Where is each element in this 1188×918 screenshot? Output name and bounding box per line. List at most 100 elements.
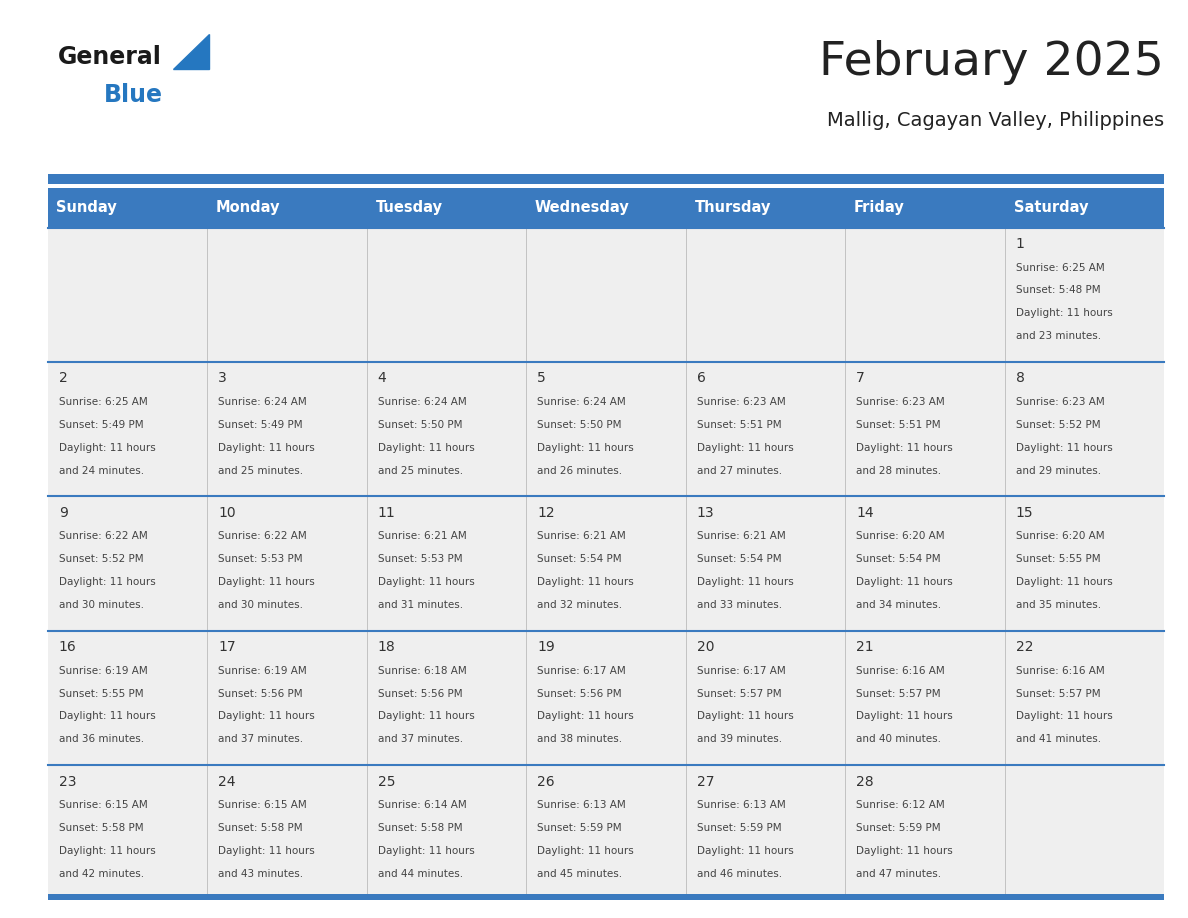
Text: Daylight: 11 hours: Daylight: 11 hours (697, 442, 794, 453)
Text: 3: 3 (219, 372, 227, 386)
Text: and 32 minutes.: and 32 minutes. (537, 600, 623, 610)
Text: 28: 28 (857, 775, 874, 789)
Text: Sunset: 5:54 PM: Sunset: 5:54 PM (857, 554, 941, 565)
Text: Daylight: 11 hours: Daylight: 11 hours (219, 711, 315, 722)
Text: Sunrise: 6:25 AM: Sunrise: 6:25 AM (1016, 263, 1105, 273)
Text: Sunrise: 6:15 AM: Sunrise: 6:15 AM (58, 800, 147, 811)
Text: 6: 6 (697, 372, 706, 386)
Text: and 30 minutes.: and 30 minutes. (58, 600, 144, 610)
Text: 12: 12 (537, 506, 555, 520)
Text: 5: 5 (537, 372, 546, 386)
Text: Daylight: 11 hours: Daylight: 11 hours (58, 442, 156, 453)
Text: 17: 17 (219, 640, 236, 655)
Text: Sunrise: 6:18 AM: Sunrise: 6:18 AM (378, 666, 467, 676)
Text: Sunrise: 6:24 AM: Sunrise: 6:24 AM (219, 397, 307, 407)
Text: Daylight: 11 hours: Daylight: 11 hours (1016, 442, 1113, 453)
Text: Sunrise: 6:14 AM: Sunrise: 6:14 AM (378, 800, 467, 811)
Text: Sunrise: 6:25 AM: Sunrise: 6:25 AM (58, 397, 147, 407)
Text: Sunset: 5:54 PM: Sunset: 5:54 PM (537, 554, 621, 565)
Text: Sunset: 5:59 PM: Sunset: 5:59 PM (697, 823, 782, 833)
Polygon shape (172, 34, 209, 69)
Text: Sunrise: 6:13 AM: Sunrise: 6:13 AM (537, 800, 626, 811)
Text: Sunset: 5:52 PM: Sunset: 5:52 PM (58, 554, 144, 565)
Text: Sunset: 5:50 PM: Sunset: 5:50 PM (537, 420, 621, 430)
Text: and 28 minutes.: and 28 minutes. (857, 465, 941, 476)
Text: 8: 8 (1016, 372, 1025, 386)
Text: and 43 minutes.: and 43 minutes. (219, 868, 303, 879)
Text: Sunset: 5:53 PM: Sunset: 5:53 PM (219, 554, 303, 565)
Text: Daylight: 11 hours: Daylight: 11 hours (219, 577, 315, 588)
Text: and 47 minutes.: and 47 minutes. (857, 868, 941, 879)
Text: 23: 23 (58, 775, 76, 789)
Text: and 25 minutes.: and 25 minutes. (378, 465, 463, 476)
Text: Daylight: 11 hours: Daylight: 11 hours (857, 845, 953, 856)
Text: Sunrise: 6:24 AM: Sunrise: 6:24 AM (537, 397, 626, 407)
Text: Daylight: 11 hours: Daylight: 11 hours (537, 442, 634, 453)
Text: Daylight: 11 hours: Daylight: 11 hours (378, 845, 474, 856)
Text: Sunset: 5:57 PM: Sunset: 5:57 PM (857, 688, 941, 699)
Text: 25: 25 (378, 775, 396, 789)
Text: Daylight: 11 hours: Daylight: 11 hours (58, 711, 156, 722)
Text: Daylight: 11 hours: Daylight: 11 hours (1016, 577, 1113, 588)
Text: General: General (57, 45, 162, 69)
Text: Sunset: 5:55 PM: Sunset: 5:55 PM (1016, 554, 1100, 565)
Text: and 24 minutes.: and 24 minutes. (58, 465, 144, 476)
Text: February 2025: February 2025 (820, 40, 1164, 85)
Text: and 30 minutes.: and 30 minutes. (219, 600, 303, 610)
Text: 27: 27 (697, 775, 714, 789)
Text: and 42 minutes.: and 42 minutes. (58, 868, 144, 879)
Text: 10: 10 (219, 506, 236, 520)
Text: Sunset: 5:54 PM: Sunset: 5:54 PM (697, 554, 782, 565)
Text: Sunrise: 6:17 AM: Sunrise: 6:17 AM (697, 666, 785, 676)
Text: Daylight: 11 hours: Daylight: 11 hours (537, 845, 634, 856)
Text: Sunset: 5:49 PM: Sunset: 5:49 PM (219, 420, 303, 430)
Text: Daylight: 11 hours: Daylight: 11 hours (219, 845, 315, 856)
Text: Friday: Friday (854, 200, 905, 216)
Text: and 33 minutes.: and 33 minutes. (697, 600, 782, 610)
Text: and 45 minutes.: and 45 minutes. (537, 868, 623, 879)
Text: and 27 minutes.: and 27 minutes. (697, 465, 782, 476)
Text: Sunset: 5:51 PM: Sunset: 5:51 PM (697, 420, 782, 430)
Text: Daylight: 11 hours: Daylight: 11 hours (537, 711, 634, 722)
Text: Sunrise: 6:19 AM: Sunrise: 6:19 AM (58, 666, 147, 676)
Text: Daylight: 11 hours: Daylight: 11 hours (58, 845, 156, 856)
Text: Sunrise: 6:16 AM: Sunrise: 6:16 AM (857, 666, 946, 676)
Text: Sunrise: 6:24 AM: Sunrise: 6:24 AM (378, 397, 467, 407)
Text: 15: 15 (1016, 506, 1034, 520)
Text: Sunset: 5:56 PM: Sunset: 5:56 PM (537, 688, 621, 699)
Text: Wednesday: Wednesday (535, 200, 630, 216)
Text: Daylight: 11 hours: Daylight: 11 hours (857, 577, 953, 588)
Text: 7: 7 (857, 372, 865, 386)
Text: Blue: Blue (105, 84, 163, 107)
Text: and 46 minutes.: and 46 minutes. (697, 868, 782, 879)
Text: and 26 minutes.: and 26 minutes. (537, 465, 623, 476)
Text: 4: 4 (378, 372, 386, 386)
Text: Daylight: 11 hours: Daylight: 11 hours (378, 711, 474, 722)
Text: Sunrise: 6:12 AM: Sunrise: 6:12 AM (857, 800, 946, 811)
Text: 26: 26 (537, 775, 555, 789)
Text: Sunrise: 6:13 AM: Sunrise: 6:13 AM (697, 800, 785, 811)
Text: and 40 minutes.: and 40 minutes. (857, 734, 941, 744)
Text: Sunset: 5:57 PM: Sunset: 5:57 PM (1016, 688, 1100, 699)
Text: and 36 minutes.: and 36 minutes. (58, 734, 144, 744)
Text: Daylight: 11 hours: Daylight: 11 hours (378, 577, 474, 588)
Text: Sunset: 5:58 PM: Sunset: 5:58 PM (58, 823, 144, 833)
Text: Sunset: 5:49 PM: Sunset: 5:49 PM (58, 420, 144, 430)
Text: Sunrise: 6:20 AM: Sunrise: 6:20 AM (1016, 532, 1105, 542)
Text: Sunrise: 6:21 AM: Sunrise: 6:21 AM (378, 532, 467, 542)
Text: Monday: Monday (216, 200, 280, 216)
Text: 24: 24 (219, 775, 235, 789)
Text: Sunrise: 6:17 AM: Sunrise: 6:17 AM (537, 666, 626, 676)
Text: Sunrise: 6:19 AM: Sunrise: 6:19 AM (219, 666, 307, 676)
Text: Sunrise: 6:21 AM: Sunrise: 6:21 AM (537, 532, 626, 542)
Text: Sunset: 5:52 PM: Sunset: 5:52 PM (1016, 420, 1100, 430)
Text: and 37 minutes.: and 37 minutes. (219, 734, 303, 744)
Text: Saturday: Saturday (1013, 200, 1088, 216)
Text: 22: 22 (1016, 640, 1034, 655)
Text: and 39 minutes.: and 39 minutes. (697, 734, 782, 744)
Text: Sunset: 5:57 PM: Sunset: 5:57 PM (697, 688, 782, 699)
Text: Sunset: 5:55 PM: Sunset: 5:55 PM (58, 688, 144, 699)
Text: and 44 minutes.: and 44 minutes. (378, 868, 463, 879)
Text: Sunrise: 6:22 AM: Sunrise: 6:22 AM (58, 532, 147, 542)
Text: 14: 14 (857, 506, 874, 520)
